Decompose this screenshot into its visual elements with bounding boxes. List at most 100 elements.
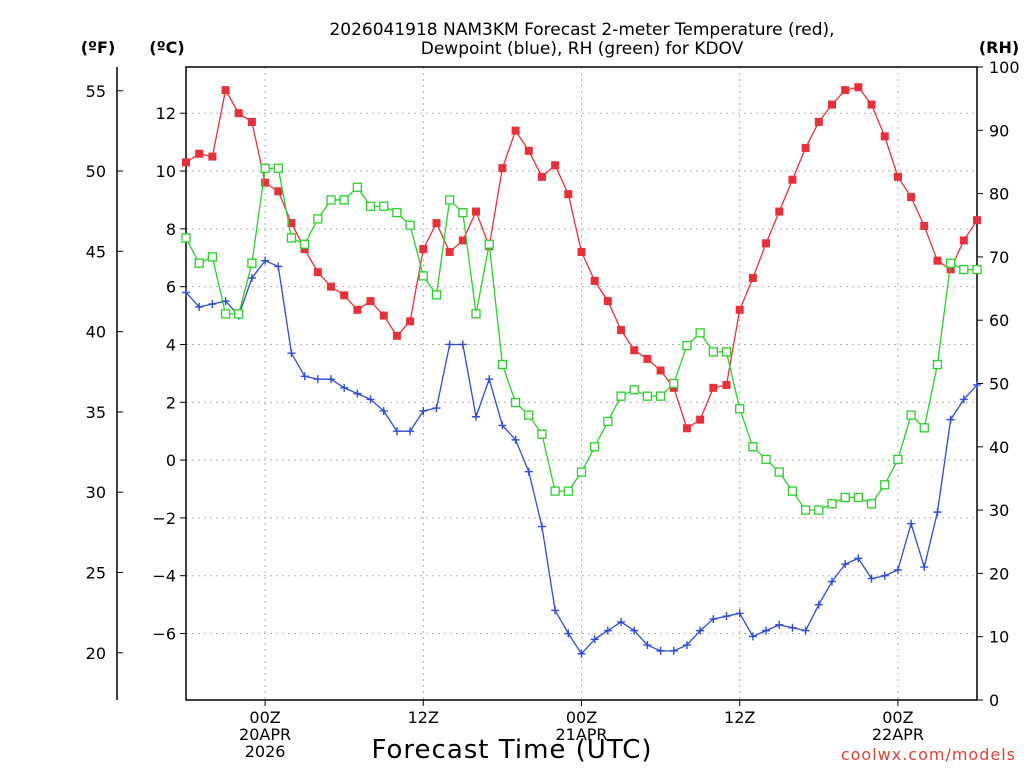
data-point: [933, 256, 942, 265]
data-point: [959, 395, 968, 404]
rh-tick-label: 90: [989, 121, 1009, 140]
data-point: [787, 486, 798, 496]
data-point: [195, 149, 204, 158]
data-point: [208, 152, 217, 161]
data-point: [695, 328, 705, 338]
data-point: [656, 366, 665, 375]
data-point: [669, 646, 678, 655]
data-point: [524, 146, 533, 155]
unit-label-fahrenheit: (ºF): [81, 38, 116, 57]
f-tick-label: 30: [86, 483, 106, 502]
f-tick-label: 35: [86, 403, 106, 422]
data-point: [867, 100, 876, 109]
data-point: [564, 629, 573, 638]
data-point: [458, 236, 467, 245]
data-point: [590, 442, 600, 452]
c-tick-label: 2: [166, 393, 176, 412]
data-point: [827, 100, 836, 109]
data-point: [432, 219, 441, 228]
rh-tick-label: 60: [989, 311, 1009, 330]
data-point: [379, 311, 388, 320]
data-point: [669, 378, 679, 389]
data-point: [603, 297, 612, 306]
data-point: [261, 256, 270, 265]
data-point: [551, 161, 560, 170]
data-point: [814, 600, 823, 609]
data-point: [920, 563, 929, 572]
data-point: [696, 626, 705, 635]
data-point: [260, 163, 270, 173]
data-point: [431, 290, 442, 300]
data-point: [445, 247, 454, 256]
f-tick-label: 25: [86, 564, 106, 583]
rh-tick-label: 0: [989, 691, 999, 710]
data-point: [498, 421, 507, 430]
data-point: [682, 424, 691, 433]
data-point: [182, 288, 190, 297]
data-point: [603, 416, 613, 427]
data-point: [472, 412, 481, 421]
data-point: [194, 258, 204, 268]
data-point: [352, 182, 363, 192]
data-point: [353, 305, 362, 314]
data-point: [617, 326, 626, 335]
c-tick-label: 4: [166, 335, 176, 354]
data-point: [617, 617, 626, 626]
data-point: [313, 375, 322, 384]
data-point: [893, 565, 902, 574]
x-tick-label: 21APR: [555, 725, 607, 744]
data-point: [392, 427, 401, 436]
rh-tick-label: 80: [989, 185, 1009, 204]
data-point: [484, 239, 494, 249]
x-tick-label: 00Z: [882, 708, 913, 727]
rh-tick-label: 100: [989, 58, 1020, 77]
data-point: [788, 175, 797, 184]
data-point: [643, 641, 652, 650]
data-point: [735, 404, 745, 414]
grid-lines: [186, 67, 977, 700]
series-rh: [181, 163, 982, 515]
data-point: [247, 258, 257, 268]
data-point: [774, 467, 784, 477]
rh-tick-label: 40: [989, 438, 1009, 457]
data-point: [287, 219, 296, 228]
data-point: [274, 262, 283, 271]
data-point: [907, 193, 916, 202]
data-point: [551, 606, 560, 615]
rh-tick-label: 20: [989, 564, 1009, 583]
data-point: [853, 492, 863, 503]
data-point: [630, 346, 639, 355]
data-point: [959, 236, 968, 245]
data-point: [208, 300, 217, 309]
data-point: [220, 309, 231, 319]
unit-label-celsius: (ºC): [149, 38, 184, 57]
data-point: [946, 265, 955, 274]
data-point: [696, 415, 705, 424]
data-point: [511, 126, 520, 135]
data-point: [485, 375, 494, 384]
data-point: [708, 347, 718, 357]
data-point: [511, 435, 520, 444]
data-point: [841, 86, 850, 95]
data-point: [893, 172, 902, 181]
data-point: [709, 615, 718, 624]
data-point: [234, 109, 243, 118]
data-point: [576, 467, 587, 477]
data-point: [642, 391, 653, 401]
data-point: [379, 406, 388, 415]
data-point: [854, 554, 863, 563]
data-point: [973, 380, 981, 389]
data-point: [524, 467, 533, 476]
data-point: [867, 574, 876, 583]
data-point: [273, 163, 283, 173]
data-point: [893, 454, 903, 465]
data-point: [537, 172, 546, 181]
f-tick-label: 45: [86, 242, 106, 261]
data-point: [327, 375, 336, 384]
data-point: [709, 383, 718, 392]
data-point: [326, 195, 336, 205]
chart-title-line1: 2026041918 NAM3KM Forecast 2-meter Tempe…: [329, 20, 834, 40]
data-point: [590, 635, 599, 644]
rh-axis: 0 10 20 30 40 50 60 70 80 90 100: [977, 58, 1020, 710]
